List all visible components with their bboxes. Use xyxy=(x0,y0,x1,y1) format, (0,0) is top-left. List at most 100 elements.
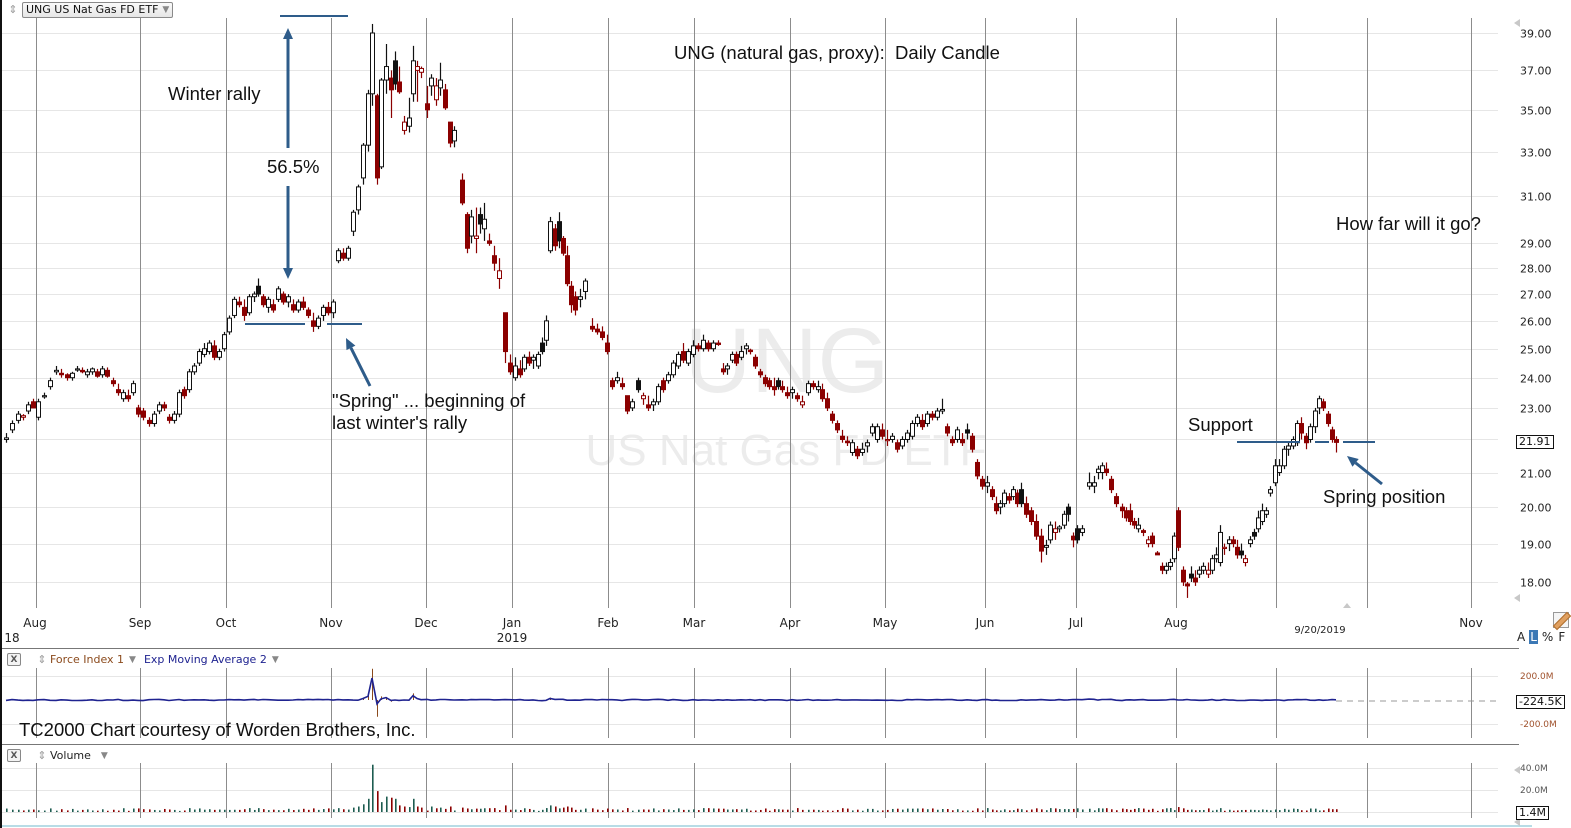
candle[interactable] xyxy=(557,212,562,249)
close-volume-panel-button[interactable]: X xyxy=(7,749,21,762)
candle[interactable] xyxy=(820,383,825,402)
candle[interactable] xyxy=(955,426,960,443)
candle[interactable] xyxy=(448,121,453,148)
candle[interactable] xyxy=(767,377,772,390)
candle[interactable] xyxy=(147,417,152,427)
candle[interactable] xyxy=(121,389,126,402)
scale-mode-a-button[interactable]: A xyxy=(1517,630,1526,644)
candle[interactable] xyxy=(1252,528,1257,540)
candle[interactable] xyxy=(1034,514,1039,540)
candle[interactable] xyxy=(366,89,371,152)
candle[interactable] xyxy=(845,436,850,446)
candle[interactable] xyxy=(725,363,730,375)
candle[interactable] xyxy=(21,414,26,421)
candle[interactable] xyxy=(1104,462,1109,476)
candle[interactable] xyxy=(900,436,905,450)
candle[interactable] xyxy=(222,331,227,352)
candle[interactable] xyxy=(95,368,100,378)
candle[interactable] xyxy=(1136,517,1141,533)
candle[interactable] xyxy=(998,500,1003,515)
scroll-left-arrow-icon[interactable] xyxy=(1514,19,1520,27)
candle[interactable] xyxy=(641,392,646,405)
candle[interactable] xyxy=(790,386,795,399)
candle[interactable] xyxy=(739,345,744,361)
spring-position-arrow-icon[interactable] xyxy=(1347,456,1383,486)
candle[interactable] xyxy=(321,304,326,321)
candle[interactable] xyxy=(1132,517,1137,529)
candle[interactable] xyxy=(1109,475,1114,494)
candle[interactable] xyxy=(4,433,9,443)
candle[interactable] xyxy=(177,389,182,418)
candle[interactable] xyxy=(90,367,95,375)
candle[interactable] xyxy=(578,288,583,308)
chevron-down-icon[interactable]: ▼ xyxy=(100,750,108,761)
candle[interactable] xyxy=(1222,543,1227,555)
candle[interactable] xyxy=(460,173,465,206)
candle[interactable] xyxy=(301,296,306,311)
candle[interactable] xyxy=(522,354,527,372)
candle[interactable] xyxy=(651,398,656,412)
candle[interactable] xyxy=(341,248,346,261)
candle[interactable] xyxy=(65,373,70,381)
candle[interactable] xyxy=(1057,525,1062,533)
candle[interactable] xyxy=(569,281,574,313)
candle[interactable] xyxy=(850,439,855,456)
candle[interactable] xyxy=(895,439,900,453)
candle[interactable] xyxy=(1007,493,1012,504)
ema-indicator[interactable]: Exp Moving Average 2 xyxy=(143,653,267,666)
candle[interactable] xyxy=(31,398,36,409)
candle[interactable] xyxy=(10,420,15,434)
candle[interactable] xyxy=(1071,532,1076,548)
scale-mode-l-button[interactable]: L xyxy=(1529,630,1538,644)
candle[interactable] xyxy=(925,411,930,427)
candle[interactable] xyxy=(565,245,570,287)
candle[interactable] xyxy=(346,245,351,261)
candle[interactable] xyxy=(636,377,641,393)
candle[interactable] xyxy=(676,351,681,369)
candle[interactable] xyxy=(54,365,59,375)
candle[interactable] xyxy=(553,224,558,251)
candle[interactable] xyxy=(281,291,286,305)
scroll-left-arrow-icon[interactable] xyxy=(1514,594,1520,602)
candle[interactable] xyxy=(1235,539,1240,559)
candle[interactable] xyxy=(1264,507,1269,518)
symbol-dropdown[interactable]: UNG US Nat Gas FD ETF ▼ xyxy=(22,1,174,18)
candle[interactable] xyxy=(207,340,212,355)
candle[interactable] xyxy=(975,459,980,480)
candle[interactable] xyxy=(573,291,578,316)
candle[interactable] xyxy=(36,398,41,421)
candle[interactable] xyxy=(291,299,296,313)
candle[interactable] xyxy=(162,401,167,412)
candle[interactable] xyxy=(1308,423,1313,443)
candle[interactable] xyxy=(276,286,281,303)
candle[interactable] xyxy=(776,377,781,390)
candle[interactable] xyxy=(397,66,402,94)
candle[interactable] xyxy=(167,414,172,424)
candle[interactable] xyxy=(1268,486,1273,497)
candle[interactable] xyxy=(625,395,630,415)
candle[interactable] xyxy=(1299,417,1304,440)
candle[interactable] xyxy=(1197,566,1202,579)
candle[interactable] xyxy=(438,62,443,96)
candle[interactable] xyxy=(326,302,331,316)
candle[interactable] xyxy=(316,315,321,330)
candle[interactable] xyxy=(379,78,384,170)
candle[interactable] xyxy=(1120,503,1125,518)
candle[interactable] xyxy=(772,377,777,396)
candle[interactable] xyxy=(610,377,615,390)
candle[interactable] xyxy=(646,395,651,412)
candle[interactable] xyxy=(1231,536,1236,548)
candle[interactable] xyxy=(306,307,311,319)
candle[interactable] xyxy=(1304,433,1309,450)
candle[interactable] xyxy=(492,245,497,271)
candle[interactable] xyxy=(671,360,676,378)
candle[interactable] xyxy=(487,233,492,246)
candle[interactable] xyxy=(696,343,701,352)
candle[interactable] xyxy=(1277,459,1282,476)
candle[interactable] xyxy=(721,363,726,375)
candle[interactable] xyxy=(540,337,545,355)
candle[interactable] xyxy=(885,429,890,446)
candle[interactable] xyxy=(116,383,121,396)
candle[interactable] xyxy=(985,475,990,494)
candle[interactable] xyxy=(1092,475,1097,494)
